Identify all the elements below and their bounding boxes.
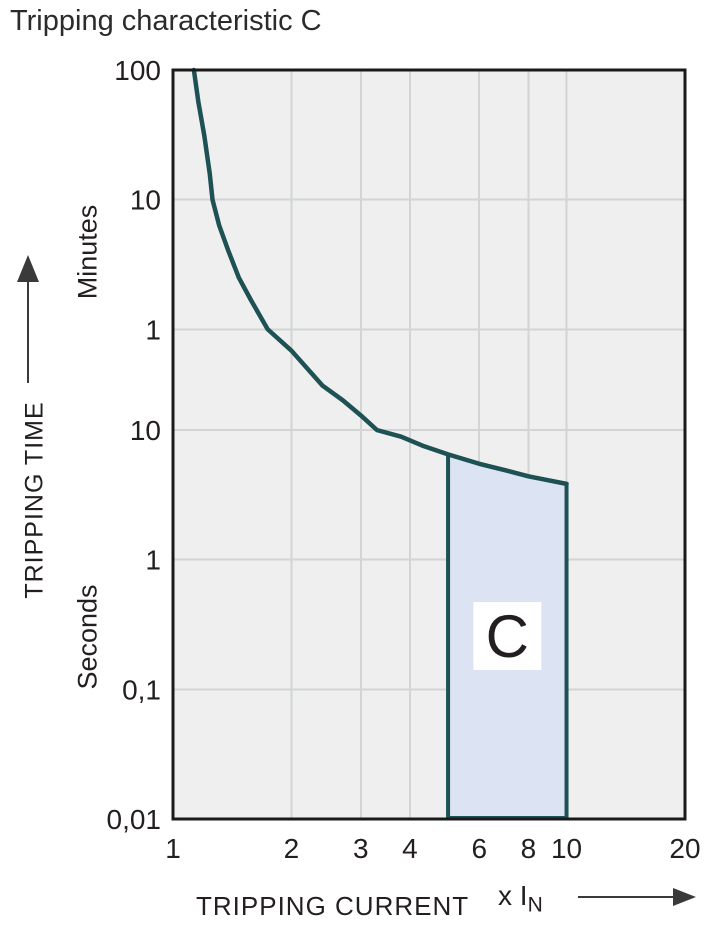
y-tick-label: 1 [145, 314, 161, 345]
y-tick-label: 10 [130, 415, 161, 446]
up-arrow-head [17, 255, 39, 282]
tripping-curve [191, 67, 569, 487]
y-axis-unit-minutes: Minutes [72, 204, 103, 300]
x-tick-label: 8 [521, 833, 537, 864]
y-axis-title: TRIPPING TIME [20, 401, 49, 599]
region-label: C [486, 603, 529, 670]
x-tick-label: 3 [353, 833, 369, 864]
x-axis-multiplier-sub: N [527, 893, 543, 917]
x-axis-multiplier-prefix: x I [498, 880, 528, 911]
y-tick-label: 0,01 [107, 804, 162, 835]
region-label-box [473, 602, 542, 670]
plot-border [171, 68, 687, 821]
y-axis-unit-seconds: Seconds [72, 584, 103, 690]
plot-background [173, 70, 685, 819]
up-arrow-shaft [27, 282, 29, 383]
y-tick-label: 100 [114, 55, 161, 86]
x-tick-label: 20 [669, 833, 700, 864]
right-arrow-head [673, 888, 696, 906]
x-tick-label: 1 [165, 833, 181, 864]
right-arrow-shaft [578, 896, 676, 898]
right-arrow-icon [578, 888, 696, 906]
y-tick-label: 10 [130, 185, 161, 216]
x-tick-label: 6 [471, 833, 487, 864]
x-tick-label: 10 [551, 833, 582, 864]
x-axis-title: TRIPPING CURRENT [196, 891, 470, 921]
x-tick-label: 4 [402, 833, 418, 864]
up-arrow-icon [16, 255, 40, 385]
y-tick-label: 1 [145, 545, 161, 576]
y-tick-label: 0,1 [122, 674, 161, 705]
page-title: Tripping characteristic C [10, 5, 322, 37]
x-axis-multiplier: x IN [498, 880, 543, 918]
x-tick-label: 2 [284, 833, 300, 864]
